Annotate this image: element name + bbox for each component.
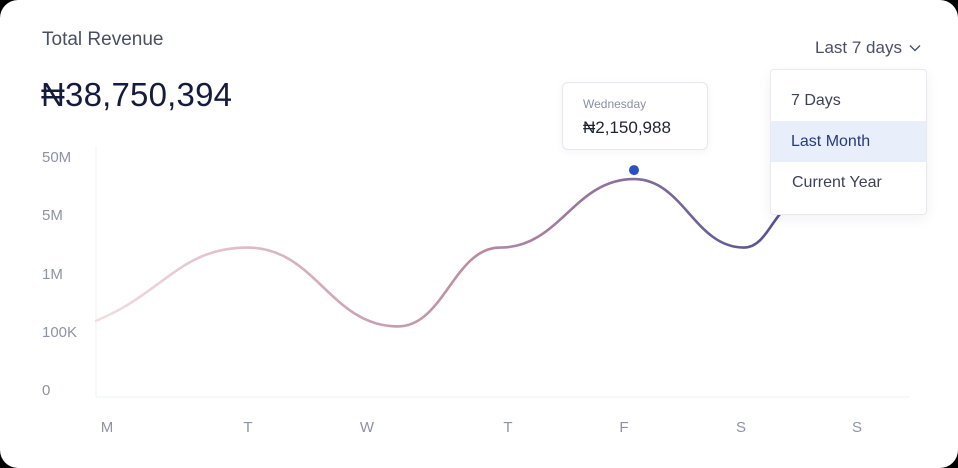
- tooltip-value: ₦2,150,988: [583, 118, 671, 137]
- range-select-label: Last 7 days: [815, 38, 902, 57]
- range-option-current-year[interactable]: Current Year: [792, 174, 882, 191]
- x-tick-label: S: [852, 419, 862, 436]
- y-tick-label: 1M: [42, 266, 63, 283]
- y-tick-label: 0: [42, 382, 50, 399]
- total-revenue-value: ₦38,750,394: [41, 76, 233, 113]
- x-tick-label: S: [736, 419, 746, 436]
- range-option-7-days[interactable]: 7 Days: [791, 92, 841, 109]
- x-tick-label: F: [619, 419, 628, 436]
- x-tick-label: T: [503, 419, 512, 436]
- card-title: Total Revenue: [42, 29, 164, 50]
- tooltip-day: Wednesday: [583, 97, 647, 111]
- revenue-series-line: [94, 177, 802, 328]
- highlight-point-marker[interactable]: [629, 165, 639, 176]
- range-option-last-month[interactable]: Last Month: [771, 121, 926, 162]
- y-tick-label: 50M: [42, 149, 71, 166]
- x-tick-label: T: [243, 419, 252, 436]
- range-dropdown-menu: 7 Days Last Month Current Year: [770, 69, 927, 215]
- y-tick-label: 5M: [42, 207, 63, 224]
- y-tick-label: 100K: [42, 324, 77, 341]
- x-tick-label: W: [360, 419, 375, 436]
- range-select[interactable]: Last 7 days: [815, 38, 921, 58]
- chart-tooltip: Wednesday ₦2,150,988: [562, 82, 708, 150]
- chevron-down-icon: [909, 45, 921, 52]
- x-tick-label: M: [101, 419, 114, 436]
